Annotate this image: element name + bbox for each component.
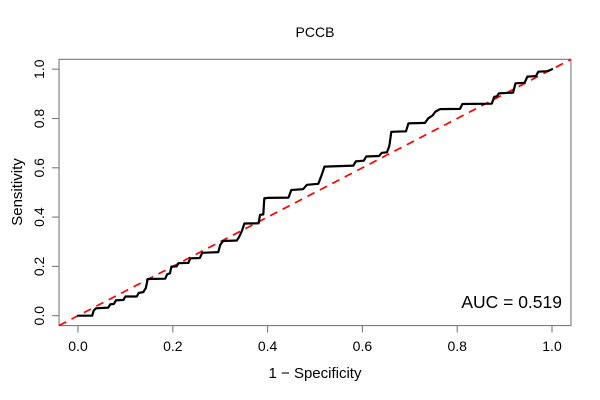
- x-tick-label: 0.0: [68, 338, 88, 354]
- chart-title: PCCB: [296, 24, 335, 40]
- y-tick-label: 0.4: [31, 207, 47, 227]
- y-tick-label: 1.0: [31, 59, 47, 79]
- auc-annotation: AUC = 0.519: [461, 292, 562, 312]
- y-tick-label: 0.0: [31, 306, 47, 326]
- y-axis-label: Sensitivity: [9, 158, 26, 226]
- x-tick-label: 0.8: [447, 338, 467, 354]
- x-tick-label: 0.4: [258, 338, 278, 354]
- roc-curve: [76, 68, 554, 317]
- plot-layer: 0.0 0.2 0.4 0.6 0.8 1.0 0.0 0.2 0.4 0.6 0.8 1.0: [31, 58, 572, 354]
- y-tick-label: 0.8: [31, 109, 47, 129]
- x-tick-label: 1.0: [542, 338, 562, 354]
- plot-box: [58, 58, 572, 327]
- x-axis-label: 1 − Specificity: [269, 365, 362, 382]
- x-tick-label: 0.6: [353, 338, 373, 354]
- y-tick-label: 0.6: [31, 158, 47, 178]
- y-tick-label: 0.2: [31, 256, 47, 276]
- x-tick-label: 0.2: [163, 338, 183, 354]
